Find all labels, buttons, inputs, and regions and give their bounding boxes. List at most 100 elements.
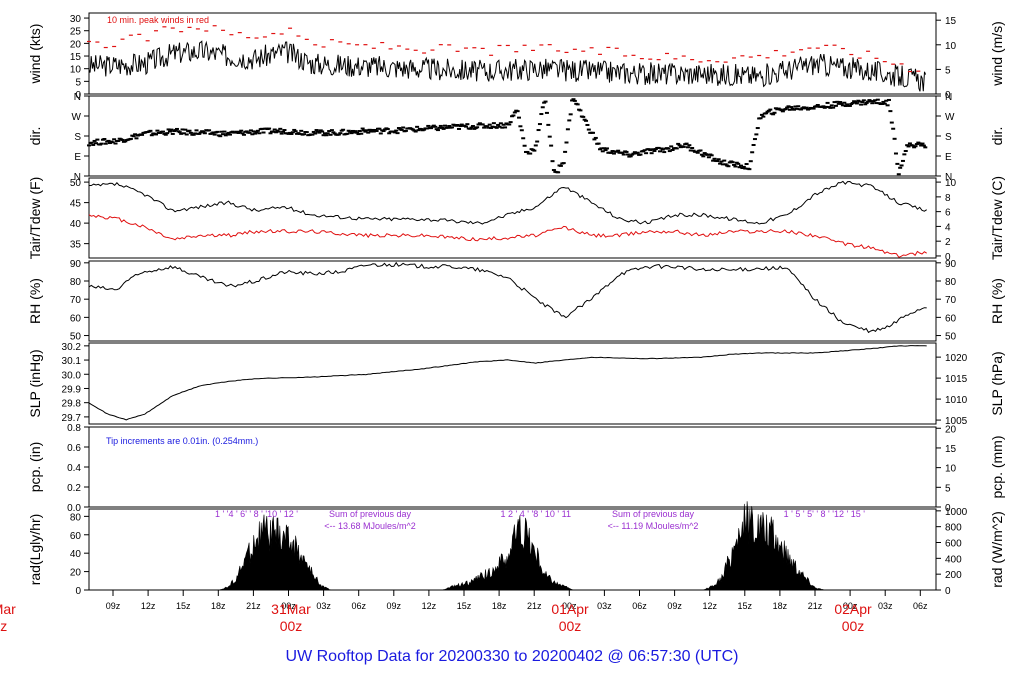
x-tick-label: 15z: [738, 601, 753, 611]
left-axis-label: Tair/Tdew (F): [27, 177, 43, 259]
panel-relative-humidity: [84, 260, 941, 342]
right-tick-label: 1020: [945, 353, 968, 364]
hourly-total-markers: 1 2 ' 4 ' '8 ' 10 ' 11: [501, 509, 571, 519]
panel-frame: [88, 260, 937, 342]
left-tick-label: 10: [70, 65, 82, 76]
dewpoint-line: [88, 214, 927, 258]
left-tick-label: 0.6: [67, 443, 81, 454]
daily-total-heading: Sum of previous day: [612, 509, 695, 519]
left-tick-label: 30.0: [62, 370, 82, 381]
right-tick-label: W: [945, 112, 955, 123]
x-tick-label: 06z: [351, 601, 366, 611]
air-temp-line: [89, 180, 927, 225]
left-tick-label: 35: [70, 240, 82, 251]
daily-total-value: <-- 11.19 MJoules/m^2: [608, 521, 699, 531]
day-label: 31Mar: [271, 601, 311, 617]
left-axis-label: RH (%): [27, 278, 43, 324]
x-tick-label: 00z: [562, 601, 577, 611]
left-tick-label: 20: [70, 568, 82, 579]
right-tick-label: 5: [945, 65, 951, 76]
left-axis-label: SLP (inHg): [27, 349, 43, 417]
left-tick-label: 30: [70, 14, 82, 25]
right-tick-label: N: [945, 172, 952, 183]
right-tick-label: 80: [945, 277, 957, 288]
right-tick-label: 6: [945, 208, 951, 219]
panel-precipitation: [84, 426, 941, 508]
left-tick-label: 20: [70, 39, 82, 50]
left-tick-label: 5: [75, 77, 81, 88]
right-tick-label: 90: [945, 259, 957, 270]
left-tick-label: 60: [70, 531, 82, 542]
right-tick-label: 8: [945, 193, 951, 204]
x-tick-label: 21z: [246, 601, 261, 611]
right-tick-label: 1015: [945, 374, 968, 385]
right-axis-label: dir.: [989, 127, 1005, 146]
left-axis-label: dir.: [27, 127, 43, 146]
right-tick-label: 20: [945, 424, 957, 435]
right-tick-label: 10: [945, 464, 957, 475]
right-tick-label: 15: [945, 444, 957, 455]
right-tick-label: 800: [945, 523, 962, 534]
panel-sea-level-pressure: [84, 342, 941, 425]
right-axis-label: rad (W/m^2): [989, 511, 1005, 588]
right-tick-label: S: [945, 132, 952, 143]
left-tick-label: 0: [75, 90, 81, 101]
wind-speed-line: [88, 40, 927, 92]
left-tick-label: 15: [70, 52, 82, 63]
day-label-time: 00z: [0, 618, 7, 634]
left-axis-label: rad(Lgly/hr): [27, 514, 43, 586]
hourly-total-markers: 1 ' 5 ' 5' ' 8 ' '12 ' 15 ': [784, 509, 866, 519]
right-axis-label: wind (m/s): [989, 21, 1005, 87]
right-tick-label: 2: [945, 237, 951, 248]
right-tick-label: 10: [945, 178, 957, 189]
left-tick-label: 29.9: [62, 384, 82, 395]
left-tick-label: E: [74, 152, 81, 163]
panel-direction: [84, 95, 941, 177]
left-tick-label: 45: [70, 199, 82, 210]
left-tick-label: 25: [70, 27, 82, 38]
left-tick-label: 30.2: [62, 342, 82, 353]
right-axis-label: Tair/Tdew (C): [989, 176, 1005, 260]
x-tick-label: 15z: [176, 601, 191, 611]
x-tick-label: 03z: [597, 601, 612, 611]
right-tick-label: 1005: [945, 416, 968, 427]
right-tick-label: 0: [945, 586, 951, 597]
left-tick-label: S: [74, 132, 81, 143]
right-tick-label: N: [945, 92, 952, 103]
left-tick-label: 60: [70, 313, 82, 324]
tip-increment-note: Tip increments are 0.01in. (0.254mm.): [106, 436, 258, 446]
rh-line: [88, 261, 927, 334]
day-label: 30Mar: [0, 601, 16, 617]
x-tick-label: 09z: [387, 601, 402, 611]
right-tick-label: 15: [945, 16, 957, 27]
day-label-time: 00z: [559, 618, 582, 634]
left-axis-label: pcp. (in): [27, 442, 43, 493]
panel-temperature: [84, 177, 941, 259]
left-tick-label: 90: [70, 259, 82, 270]
left-tick-label: 29.8: [62, 399, 82, 410]
day-label-time: 00z: [842, 618, 865, 634]
panel-wind: [84, 12, 941, 95]
left-tick-label: 70: [70, 295, 82, 306]
left-axis-label: wind (kts): [27, 24, 43, 85]
left-tick-label: 0.0: [67, 503, 81, 514]
x-tick-label: 12z: [422, 601, 437, 611]
left-tick-label: 30.1: [62, 356, 82, 367]
hourly-total-markers: 1 ' '4 ' 6' ' 8 ' '10 ' 12 ': [215, 509, 298, 519]
right-tick-label: 0: [945, 503, 951, 514]
panel-frame: [88, 342, 937, 425]
panel-radiation: [84, 501, 941, 591]
right-tick-label: 0: [945, 252, 951, 263]
left-tick-label: 0: [75, 586, 81, 597]
x-tick-label: 00z: [281, 601, 296, 611]
x-tick-label: 06z: [632, 601, 647, 611]
left-tick-label: 0.2: [67, 483, 81, 494]
peak-wind-note: 10 min. peak winds in red: [107, 15, 209, 25]
right-tick-label: E: [945, 152, 952, 163]
x-tick-label: 18z: [492, 601, 507, 611]
left-tick-label: 50: [70, 332, 82, 343]
right-tick-label: 1000: [945, 507, 968, 518]
right-tick-label: 200: [945, 570, 962, 581]
x-tick-label: 09z: [106, 601, 121, 611]
x-tick-label: 06z: [913, 601, 928, 611]
